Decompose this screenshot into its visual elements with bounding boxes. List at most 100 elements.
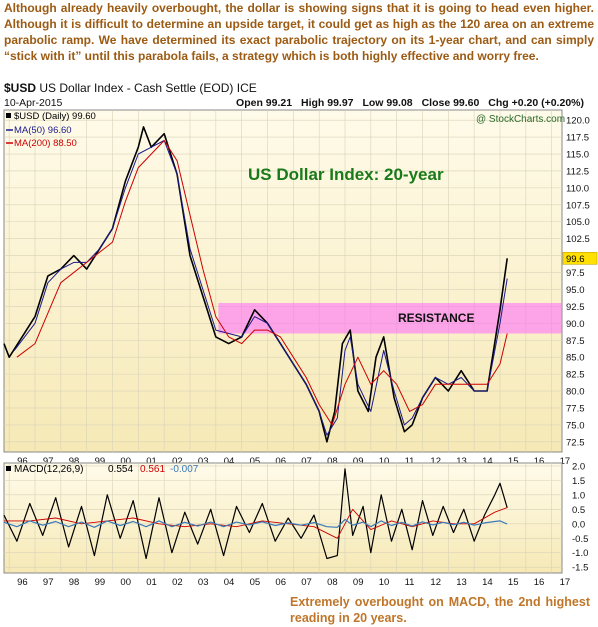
macd-x-tick-label: 16 bbox=[534, 577, 545, 588]
exchange: ICE bbox=[236, 81, 257, 95]
macd-x-tick-label: 96 bbox=[17, 577, 28, 588]
macd-x-tick-label: 08 bbox=[327, 577, 338, 588]
symbol: $USD bbox=[4, 81, 37, 95]
price-x-tick-label: 00 bbox=[120, 456, 131, 467]
macd-y-tick-label: 0.5 bbox=[572, 505, 585, 516]
current-price-marker bbox=[562, 252, 598, 265]
price-x-tick-label: 04 bbox=[224, 456, 235, 467]
macd-x-tick-label: 99 bbox=[95, 577, 106, 588]
macd-y-axis: 2.0 1.5 1.0 0.5 0.0 -0.5 -1.0 -1.5 bbox=[572, 461, 588, 573]
price-x-tick-label: 01 bbox=[146, 456, 157, 467]
price-x-tick-label: 97 bbox=[43, 456, 54, 467]
macd-x-axis: 96 97 98 99 00 01 02 03 04 05 06 07 08 09 10 11 12 13 14 15… bbox=[17, 577, 570, 588]
price-x-tick-label: 06 bbox=[275, 456, 286, 467]
chart-title: US Dollar Index: 20-year bbox=[248, 165, 444, 184]
price-y-tick-label: 115.0 bbox=[566, 150, 589, 161]
macd-y-tick-label: -1.0 bbox=[572, 548, 588, 559]
chart-header: $USD US Dollar Index - Cash Settle (EOD)… bbox=[4, 81, 594, 95]
price-x-tick-label: 15 bbox=[508, 456, 519, 467]
price-y-tick-label: 107.5 bbox=[566, 200, 590, 211]
macd-y-tick-label: 1.0 bbox=[572, 490, 585, 501]
change-value: Chg +0.20 (+0.20%) bbox=[488, 97, 584, 109]
macd-x-tick-label: 12 bbox=[430, 577, 441, 588]
price-y-tick-label: 120.0 bbox=[566, 116, 590, 127]
macd-x-tick-label: 02 bbox=[172, 577, 183, 588]
price-x-tick-label: 12 bbox=[430, 456, 441, 467]
macd-x-tick-label: 98 bbox=[69, 577, 80, 588]
price-x-tick-label: 98 bbox=[69, 456, 80, 467]
legend-swatch-price bbox=[6, 113, 11, 118]
price-y-tick-label: 77.5 bbox=[566, 403, 585, 414]
macd-x-tick-label: 01 bbox=[146, 577, 157, 588]
macd-x-tick-label: 04 bbox=[224, 577, 235, 588]
price-x-tick-label: 17 bbox=[560, 456, 571, 467]
price-y-tick-label: 75.0 bbox=[566, 420, 585, 431]
macd-y-tick-label: -1.5 bbox=[572, 563, 588, 574]
price-x-tick-label: 08 bbox=[327, 456, 338, 467]
price-x-tick-label: 07 bbox=[301, 456, 312, 467]
macd-x-tick-label: 17 bbox=[560, 577, 571, 588]
price-y-tick-label: 85.0 bbox=[566, 353, 585, 364]
macd-grid bbox=[4, 463, 562, 573]
price-x-tick-label: 13 bbox=[456, 456, 467, 467]
high-value: High 99.97 bbox=[300, 97, 354, 109]
price-x-tick-label: 05 bbox=[250, 456, 261, 467]
low-value: Low 99.08 bbox=[362, 97, 413, 109]
price-x-tick-label: 16 bbox=[534, 456, 545, 467]
legend-price: $USD (Daily) 99.60 bbox=[14, 111, 96, 122]
intro-text: Although already heavily overbought, the… bbox=[4, 1, 594, 63]
macd-x-tick-label: 14 bbox=[482, 577, 493, 588]
macd-x-tick-label: 09 bbox=[353, 577, 364, 588]
macd-legend-label: MACD(12,26,9) bbox=[14, 464, 83, 475]
price-x-tick-label: 96 bbox=[17, 456, 28, 467]
macd-x-tick-label: 15 bbox=[508, 577, 519, 588]
macd-x-tick-label: 97 bbox=[43, 577, 54, 588]
macd-legend-swatch bbox=[6, 466, 11, 471]
macd-x-tick-label: 06 bbox=[275, 577, 286, 588]
price-x-tick-label: 99 bbox=[95, 456, 106, 467]
macd-x-tick-label: 11 bbox=[405, 577, 415, 588]
macd-x-tick-label: 13 bbox=[456, 577, 467, 588]
macd-lines bbox=[3, 468, 508, 560]
price-y-tick-label: 95.0 bbox=[566, 285, 585, 296]
price-y-tick-label: 97.5 bbox=[566, 268, 585, 279]
price-y-tick-label: 117.5 bbox=[566, 133, 589, 144]
legend-ma200: MA(200) 88.50 bbox=[14, 138, 77, 149]
price-y-tick-label: 82.5 bbox=[566, 370, 585, 381]
macd-y-tick-label: -0.5 bbox=[572, 534, 588, 545]
price-x-tick-label: 10 bbox=[379, 456, 390, 467]
legend-ma50: MA(50) 96.60 bbox=[14, 125, 72, 136]
macd-legend: MACD(12,26,9) 0.554 0.561 -0.007 bbox=[6, 464, 199, 475]
macd-legend-v1: 0.554 bbox=[108, 464, 133, 475]
macd-y-tick-label: 2.0 bbox=[572, 461, 585, 472]
macd-x-tick-label: 07 bbox=[301, 577, 312, 588]
macd-signal-line bbox=[4, 507, 508, 539]
close-value: Close 99.60 bbox=[421, 97, 480, 109]
macd-x-tick-label: 10 bbox=[379, 577, 390, 588]
price-panel bbox=[3, 109, 563, 453]
macd-y-tick-label: 1.5 bbox=[572, 476, 585, 487]
price-y-tick-label: 92.5 bbox=[566, 302, 585, 313]
instrument-name: US Dollar Index - Cash Settle (EOD) bbox=[39, 81, 234, 95]
price-y-tick-label: 87.5 bbox=[566, 336, 585, 347]
price-x-tick-label: 11 bbox=[405, 456, 415, 467]
macd-x-tick-label: 03 bbox=[198, 577, 209, 588]
macd-x-tick-label: 00 bbox=[120, 577, 131, 588]
current-price-label: 99.6 bbox=[566, 254, 585, 265]
macd-y-tick-label: 0.0 bbox=[572, 519, 585, 530]
resistance-band bbox=[218, 303, 562, 334]
macd-histogram-line bbox=[3, 518, 508, 528]
macd-legend-v3: -0.007 bbox=[170, 464, 199, 475]
price-y-tick-label: 112.5 bbox=[566, 166, 589, 177]
chart-date: 10-Apr-2015 bbox=[4, 97, 63, 109]
price-y-tick-label: 105.0 bbox=[566, 217, 590, 228]
price-y-tick-label: 110.0 bbox=[566, 183, 589, 194]
ma200-line bbox=[16, 140, 508, 426]
price-y-tick-label: 90.0 bbox=[566, 319, 585, 330]
price-lines bbox=[3, 126, 508, 443]
price-x-tick-label: 09 bbox=[353, 456, 364, 467]
ma50-line bbox=[13, 140, 508, 436]
macd-x-tick-label: 05 bbox=[250, 577, 261, 588]
price-x-tick-label: 03 bbox=[198, 456, 209, 467]
